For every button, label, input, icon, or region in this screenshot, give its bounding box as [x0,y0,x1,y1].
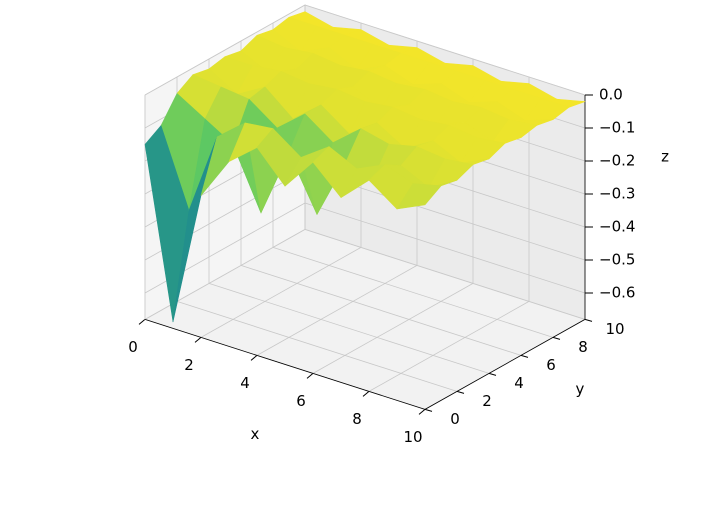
axis-line [424,319,586,410]
y-tick [584,318,593,322]
grid-line [304,202,586,294]
x-tick [138,319,146,325]
z-tick-label: −0.6 [599,284,635,302]
x-tick [306,373,314,379]
x-tick-label: 10 [403,428,422,446]
z-tick-label: −0.2 [599,152,635,170]
grid-line [176,301,458,392]
grid-line [304,4,586,96]
x-tick-label: 2 [184,356,194,374]
grid-line [312,283,474,374]
axis-line [144,319,426,410]
grid-line [256,265,418,356]
y-tick-label: 8 [578,338,588,356]
y-tick-label: 6 [546,356,556,374]
z-tick-label: −0.5 [599,251,635,269]
surface-patch [396,183,442,210]
z-tick-label: −0.3 [599,185,635,203]
x-tick [418,409,426,415]
x-tick-label: 0 [128,338,138,356]
y-tick [520,354,529,358]
grid-line [208,283,490,374]
x-tick [194,337,202,343]
grid-line [144,4,306,96]
y-tick [456,390,465,394]
grid-line [272,247,554,338]
x-tick [362,391,370,397]
grid-line [368,301,530,392]
x-tick-label: 4 [240,374,250,392]
z-tick-label: −0.1 [599,119,635,137]
y-tick [488,372,497,376]
y-axis-label: y [576,380,585,398]
x-tick-label: 6 [296,392,306,410]
z-tick-label: 0.0 [599,86,623,104]
y-tick [552,336,561,340]
z-tick-label: −0.4 [599,218,635,236]
y-tick-label: 0 [450,410,460,428]
grid-line [240,265,522,356]
x-tick [250,355,258,361]
grid-line [304,229,586,320]
y-tick [424,408,433,412]
y-tick-label: 4 [514,374,524,392]
y-tick-label: 2 [482,392,492,410]
y-tick-label: 10 [605,320,624,338]
x-tick-label: 8 [352,410,362,428]
z-axis-label: z [661,148,669,166]
x-axis-label: x [251,425,260,443]
grid-line [200,247,362,338]
